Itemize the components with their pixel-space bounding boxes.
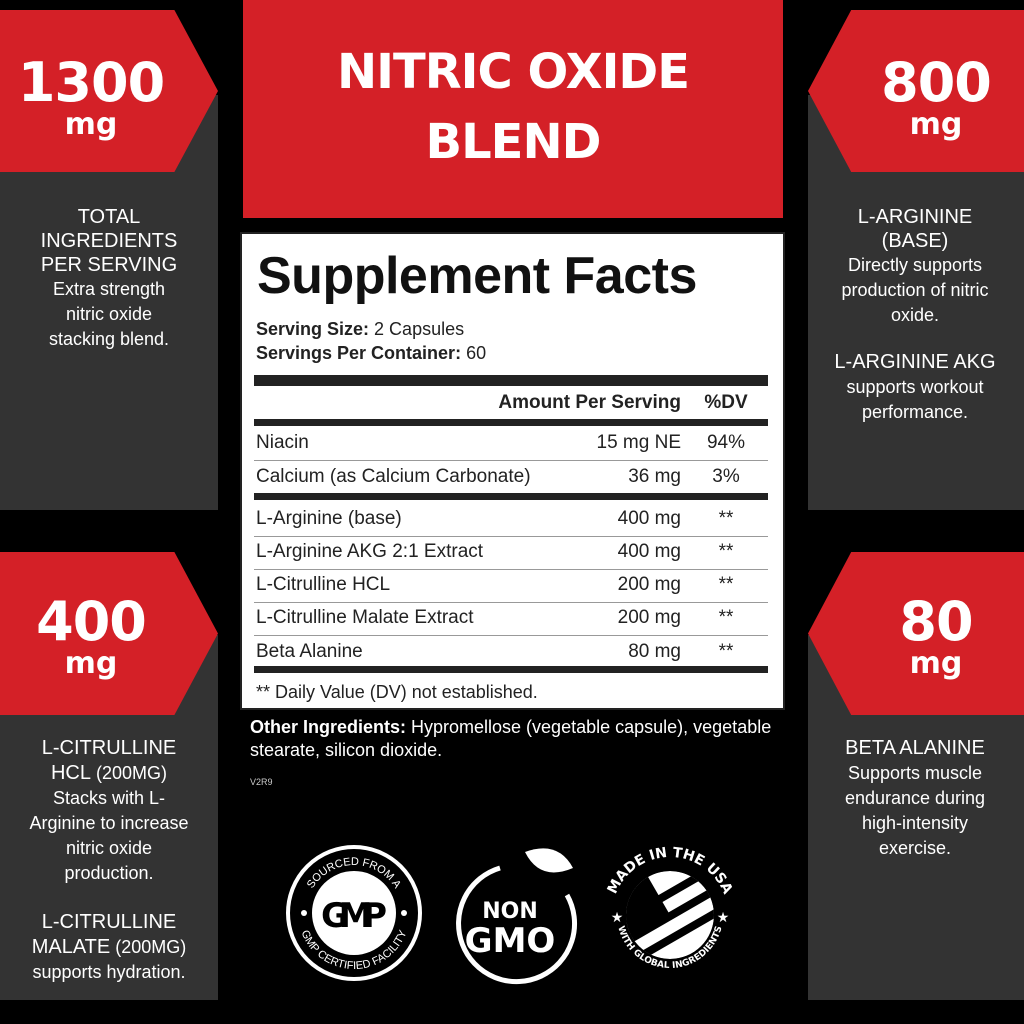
ingredient-dv: ** xyxy=(718,541,734,562)
row-divider xyxy=(254,635,768,636)
callout-title-2: L-CITRULLINE MALATE (200MG) xyxy=(10,910,208,960)
callout-title-suffix: (200MG) xyxy=(90,763,168,783)
callout-description: Stacks with L-Arginine to increase nitri… xyxy=(29,788,189,883)
callout-unit: mg xyxy=(64,646,118,681)
flag-icon xyxy=(626,871,714,959)
callout-title: L-ARGININE (BASE) xyxy=(857,206,973,252)
ingredient-name: Niacin xyxy=(256,432,309,453)
callout-description: Extra strength nitric oxide stacking ble… xyxy=(48,279,170,349)
callout-badge-citrulline: 400 mg xyxy=(0,552,218,715)
ingredient-name: L-Arginine AKG 2:1 Extract xyxy=(256,541,484,562)
ingredient-name: Calcium (as Calcium Carbonate) xyxy=(256,466,531,487)
callout-amount: 1300 xyxy=(17,51,165,114)
serving-size: Serving Size: 2 Capsules xyxy=(256,319,464,340)
column-dv: %DV xyxy=(704,392,748,413)
other-ingredients-text: Hypromellose (vegetable capsule), vegeta… xyxy=(250,717,772,760)
row-divider xyxy=(254,569,768,570)
other-ingredients: Other Ingredients: Hypromellose (vegetab… xyxy=(250,716,780,762)
callout-unit: mg xyxy=(909,107,963,142)
facts-row: L-Arginine AKG 2:1 Extract 400 mg ** xyxy=(256,541,751,565)
callout-description-2: supports workout performance. xyxy=(846,377,984,422)
facts-row: Calcium (as Calcium Carbonate) 36 mg 3% xyxy=(256,466,751,490)
callout-badge-total: 1300 mg xyxy=(0,10,218,172)
ingredient-dv: ** xyxy=(718,508,734,529)
facts-row: L-Citrulline Malate Extract 200 mg ** xyxy=(256,607,751,631)
blend-header: NITRIC OXIDE BLEND xyxy=(243,0,783,218)
callout-badge-arginine: 800 mg xyxy=(808,10,1024,172)
ingredient-name: L-Citrulline HCL xyxy=(256,574,391,595)
ingredient-dv: ** xyxy=(718,574,734,595)
callout-title2-main: L-CITRULLINE MALATE xyxy=(31,911,177,958)
callout-badge-beta: 80 mg xyxy=(808,552,1024,715)
ingredient-dv: 94% xyxy=(706,432,746,453)
made-in-usa-badge: ★ ★ MADE IN THE USA WITH GLOBAL INGREDIE… xyxy=(605,845,736,971)
ingredient-amount: 36 mg xyxy=(628,466,681,487)
callout-text-citrulline: L-CITRULLINE HCL (200MG) Stacks with L-A… xyxy=(10,736,208,985)
ingredient-amount: 400 mg xyxy=(617,508,681,529)
callout-unit: mg xyxy=(64,107,118,142)
divider-thick xyxy=(254,375,768,386)
callout-title-main: L-CITRULLINE HCL xyxy=(41,737,177,784)
callout-title: L-CITRULLINE HCL (200MG) xyxy=(10,736,208,786)
callout-description-2: supports hydration. xyxy=(32,962,186,982)
ingredient-name: L-Citrulline Malate Extract xyxy=(256,607,474,628)
ingredient-dv: 3% xyxy=(712,466,740,487)
callout-title: BETA ALANINE xyxy=(845,737,985,759)
facts-row: Niacin 15 mg NE 94% xyxy=(256,432,751,456)
footnote: ** Daily Value (DV) not established. xyxy=(256,682,538,702)
ingredient-name: Beta Alanine xyxy=(256,641,363,662)
ingredient-dv: ** xyxy=(718,607,734,628)
callout-title: TOTAL INGREDIENTS PER SERVING xyxy=(40,206,178,276)
callout-text-beta: BETA ALANINE Supports muscle endurance d… xyxy=(815,736,1015,861)
divider-medium xyxy=(254,666,768,673)
star-icon: ★ xyxy=(717,909,730,925)
serving-size-value: 2 Capsules xyxy=(369,319,465,339)
facts-row: L-Citrulline HCL 200 mg ** xyxy=(256,574,751,598)
ingredient-amount: 80 mg xyxy=(628,641,681,662)
header-line-2: BLEND xyxy=(425,114,602,170)
header-line-1: NITRIC OXIDE xyxy=(336,44,690,100)
callout-description: Supports muscle endurance during high-in… xyxy=(844,763,986,858)
star-icon: ★ xyxy=(611,909,624,925)
non-text: NON xyxy=(482,899,538,924)
ingredient-dv: ** xyxy=(718,641,734,662)
ingredient-name: L-Arginine (base) xyxy=(256,508,402,529)
facts-row: Beta Alanine 80 mg ** xyxy=(256,641,751,665)
callout-text-arginine: L-ARGININE (BASE) Directly supports prod… xyxy=(815,205,1015,425)
ingredient-amount: 15 mg NE xyxy=(596,432,681,453)
servings-per-container: Servings Per Container: 60 xyxy=(256,343,486,364)
facts-header-row: Amount Per Serving %DV xyxy=(256,392,751,416)
gmp-center-text: GMP xyxy=(321,896,387,936)
column-amount: Amount Per Serving xyxy=(498,392,681,413)
callout-amount: 800 xyxy=(881,51,992,114)
row-divider xyxy=(254,602,768,603)
gmp-badge: SOURCED FROM A GMP CERTIFIED FACILITY GM… xyxy=(286,845,422,981)
serving-size-label: Serving Size: xyxy=(256,319,370,339)
facts-title: Supplement Facts xyxy=(257,247,697,305)
gmo-text: GMO xyxy=(465,921,556,961)
callout-description: Directly supports production of nitric o… xyxy=(841,255,989,325)
row-divider xyxy=(254,460,768,461)
facts-row: L-Arginine (base) 400 mg ** xyxy=(256,508,751,532)
divider-medium xyxy=(254,419,768,426)
callout-title2-suffix: (200MG) xyxy=(110,937,187,957)
ingredient-amount: 200 mg xyxy=(617,607,681,628)
ingredient-amount: 400 mg xyxy=(617,541,681,562)
callout-text-total: TOTAL INGREDIENTS PER SERVING Extra stre… xyxy=(10,205,208,352)
leaf-icon xyxy=(525,848,573,873)
other-ingredients-label: Other Ingredients: xyxy=(250,717,407,737)
servings-label: Servings Per Container: xyxy=(256,343,462,363)
servings-value: 60 xyxy=(461,343,487,363)
callout-amount: 80 xyxy=(899,590,973,653)
divider-medium xyxy=(254,493,768,500)
callout-unit: mg xyxy=(909,646,963,681)
supplement-facts-label: Supplement Facts Serving Size: 2 Capsule… xyxy=(240,232,785,710)
row-divider xyxy=(254,536,768,537)
non-gmo-badge: NON GMO xyxy=(456,848,578,985)
version-code: V2R9 xyxy=(250,777,273,787)
ingredient-amount: 200 mg xyxy=(617,574,681,595)
callout-title-2: L-ARGININE AKG xyxy=(834,351,996,373)
callout-amount: 400 xyxy=(36,590,147,653)
